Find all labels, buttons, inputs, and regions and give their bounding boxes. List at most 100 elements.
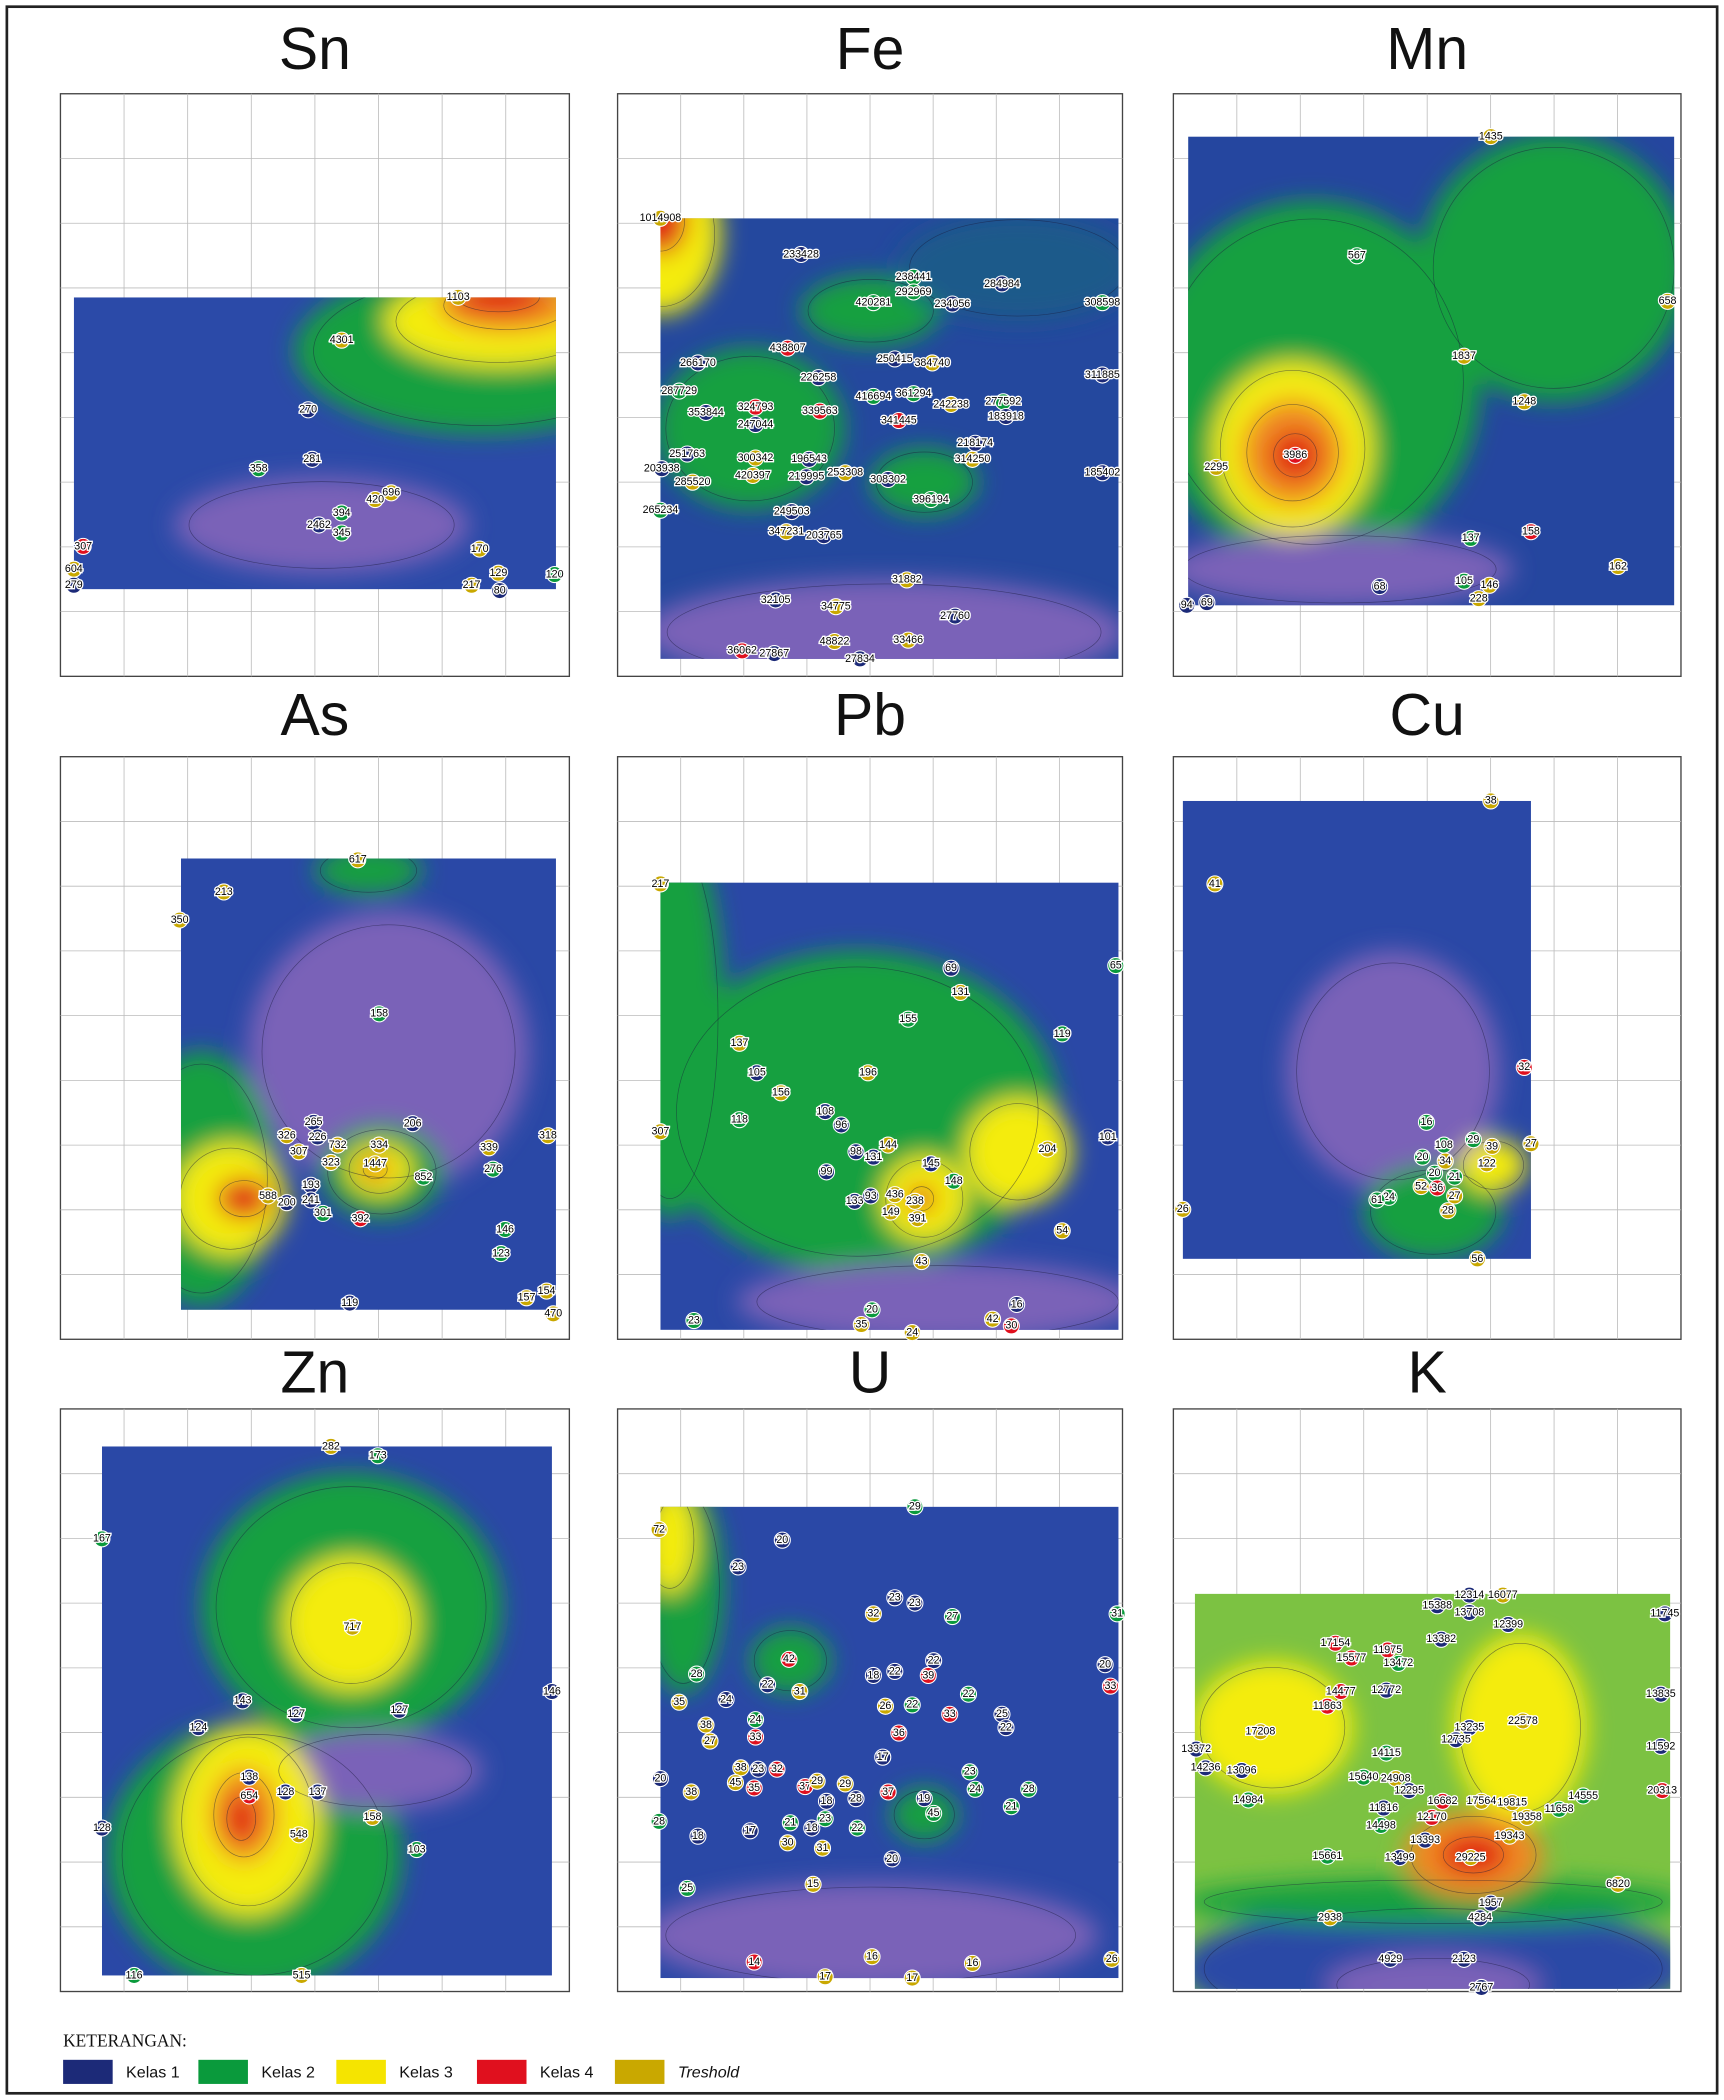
sample-label: 292969: [896, 286, 932, 298]
sample-label: 14236: [1191, 1762, 1221, 1774]
panel-title: Mn: [1386, 17, 1468, 82]
sample-label: 173: [369, 1450, 387, 1462]
legend-label: Kelas 4: [540, 2063, 594, 2081]
sample-label: 22: [762, 1679, 774, 1691]
sample-label: 119: [1054, 1028, 1071, 1040]
sample-label: 28: [850, 1792, 862, 1804]
sample-label: 217: [652, 878, 670, 890]
sample-label: 162: [1609, 560, 1627, 572]
sample-label: 203938: [644, 463, 680, 475]
sample-label: 170: [471, 543, 489, 555]
sample-label: 29: [909, 1501, 921, 1513]
sample-label: 324793: [738, 401, 774, 413]
sample-label: 69: [1201, 597, 1213, 609]
sample-label: 17154: [1321, 1637, 1351, 1649]
sample-label: 11816: [1369, 1802, 1398, 1814]
sample-label: 308302: [870, 473, 906, 485]
sample-label: 36: [1431, 1182, 1443, 1194]
sample-label: 15388: [1422, 1600, 1452, 1612]
panel-title: Zn: [281, 1340, 350, 1405]
sample-label: 22: [1000, 1722, 1012, 1734]
sample-label: 717: [343, 1621, 361, 1633]
sample-label: 146: [543, 1685, 561, 1697]
sample-label: 307: [74, 540, 92, 552]
sample-label: 144: [879, 1139, 897, 1151]
sample-label: 391: [909, 1213, 927, 1225]
sample-label: 26: [1106, 1953, 1118, 1965]
sample-label: 13708: [1454, 1606, 1484, 1618]
sample-label: 394: [333, 507, 351, 519]
sample-label: 20: [1099, 1659, 1111, 1671]
sample-label: 128: [277, 1786, 295, 1798]
sample-label: 27760: [940, 610, 970, 622]
sample-label: 38: [735, 1762, 747, 1774]
sample-label: 654: [240, 1790, 258, 1802]
sample-label: 15: [807, 1878, 819, 1890]
contour-surface: [102, 1446, 552, 1988]
sample-label: 358: [250, 463, 268, 475]
sample-label: 281: [303, 453, 321, 465]
legend-swatch: [63, 2060, 113, 2084]
sample-label: 1014908: [640, 212, 682, 224]
sample-label: 20: [886, 1853, 898, 1865]
sample-label: 361294: [896, 388, 932, 400]
sample-label: 13472: [1384, 1657, 1414, 1669]
sample-label: 148: [945, 1175, 963, 1187]
sample-label: 35: [855, 1318, 867, 1330]
sample-label: 26: [879, 1700, 891, 1712]
contour-surface: [616, 817, 1138, 1342]
sample-label: 16: [1011, 1298, 1023, 1310]
sample-label: 16: [866, 1951, 878, 1963]
sample-label: 24: [969, 1783, 981, 1795]
sample-label: 548: [290, 1829, 308, 1841]
sample-label: 11592: [1646, 1740, 1675, 1752]
sample-label: 12170: [1417, 1811, 1447, 1823]
sample-label: 20: [1429, 1167, 1441, 1179]
sample-label: 13393: [1410, 1834, 1440, 1846]
sample-label: 32: [771, 1763, 783, 1775]
sample-label: 36062: [727, 645, 757, 657]
sample-label: 266170: [680, 357, 716, 369]
sample-label: 12399: [1493, 1618, 1523, 1630]
sample-label: 213: [215, 886, 233, 898]
maps: Sn11034301270281358420696394246234530760…: [60, 17, 1687, 2036]
sample-label: 436: [886, 1188, 904, 1200]
sample-label: 23: [909, 1597, 921, 1609]
sample-label: 23: [819, 1813, 831, 1825]
sample-label: 28: [1023, 1783, 1035, 1795]
sample-label: 203765: [806, 530, 842, 542]
sample-label: 301: [314, 1207, 332, 1219]
sample-label: 65: [1110, 959, 1122, 971]
sample-label: 96: [835, 1119, 847, 1131]
sample-label: 253308: [827, 467, 863, 479]
sample-label: 131: [952, 986, 970, 998]
sample-label: 1248: [1512, 396, 1536, 408]
sample-label: 21: [1005, 1801, 1017, 1813]
sample-label: 318: [539, 1130, 557, 1142]
sample-label: 156: [772, 1087, 790, 1099]
map-panel: K123141607715388137081239911745133821715…: [1173, 1340, 1687, 2035]
sample-label: 396194: [913, 493, 949, 505]
sample-label: 93: [865, 1190, 877, 1202]
sample-label: 68: [1374, 580, 1386, 592]
sample-label: 11863: [1313, 1700, 1342, 1712]
sample-label: 185402: [1085, 467, 1121, 479]
sample-label: 98: [850, 1146, 862, 1158]
sample-label: 21: [784, 1817, 796, 1829]
sample-label: 155: [899, 1013, 917, 1025]
sample-label: 12772: [1371, 1684, 1401, 1696]
sample-label: 17: [744, 1825, 756, 1837]
sample-label: 158: [370, 1008, 388, 1020]
sample-label: 350: [171, 914, 189, 926]
sample-label: 617: [349, 854, 367, 866]
sample-label: 14984: [1234, 1794, 1264, 1806]
sample-label: 18: [867, 1669, 879, 1681]
sample-label: 129: [489, 567, 507, 579]
sample-label: 228: [1470, 592, 1488, 604]
sample-label: 14: [748, 1956, 760, 1968]
sample-label: 339563: [802, 405, 838, 417]
figure: Sn11034301270281358420696394246234530760…: [0, 0, 1724, 2100]
panel-title: Sn: [279, 17, 351, 82]
sample-label: 196: [859, 1067, 877, 1079]
sample-label: 94: [1181, 599, 1193, 611]
